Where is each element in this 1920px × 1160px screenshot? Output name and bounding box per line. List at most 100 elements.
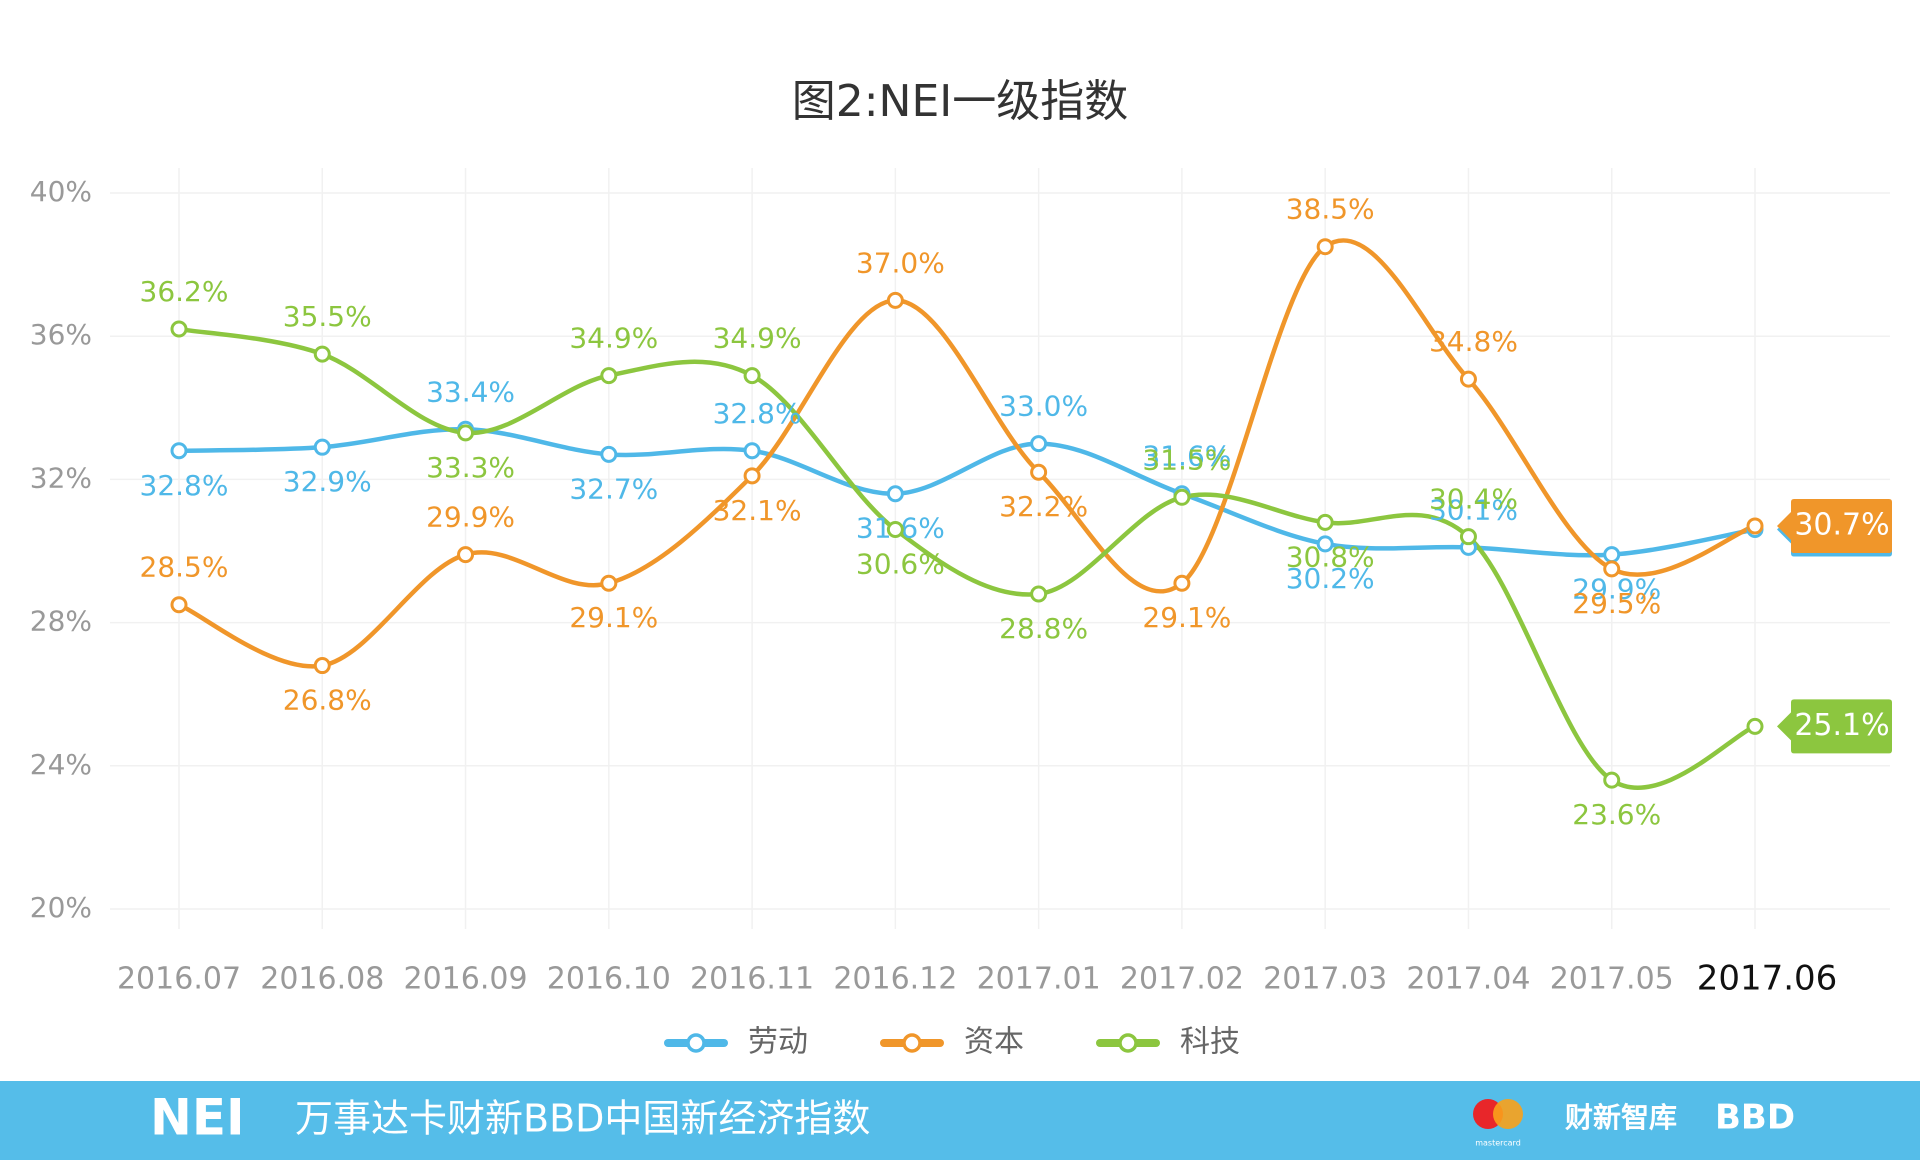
point-marker [1173,488,1191,506]
data-label: 31.5% [1142,443,1231,476]
data-label: 30.6% [856,548,945,581]
series-line [176,238,1758,669]
point-marker [743,467,761,485]
x-tick-label: 2016.09 [404,962,528,997]
x-tick-label: 2016.10 [547,962,671,997]
data-label: 29.5% [1572,587,1661,620]
x-tick-label: 2017.01 [977,962,1101,997]
point-marker [457,424,475,442]
x-tick-label: 2016.07 [117,962,241,997]
data-label: 30.4% [1429,483,1518,516]
data-label: 36.2% [140,275,229,308]
point-marker [1316,535,1334,553]
data-label: 34.9% [713,322,802,355]
point-marker [743,442,761,460]
point-marker [1030,585,1048,603]
point-marker [1173,574,1191,592]
data-label: 38.5% [1286,193,1375,226]
point-marker [600,367,618,385]
x-tick-label: 2016.08 [260,962,384,997]
y-tick-label: 28% [30,605,92,638]
data-label: 23.6% [1572,798,1661,831]
x-tick-label: 2017.02 [1120,962,1244,997]
point-marker [1603,560,1621,578]
x-tick-label: 2017.06 [1697,959,1838,999]
footer-brand: mastercard [1475,1139,1521,1148]
point-marker [313,438,331,456]
series-line [176,326,1758,790]
data-label: 28.8% [999,612,1088,645]
point-marker [1459,370,1477,388]
point-marker [170,442,188,460]
x-tick-label: 2016.12 [833,962,957,997]
y-tick-label: 24% [30,748,92,781]
point-marker [1746,717,1764,735]
point-marker [1030,435,1048,453]
legend-label: 科技 [1180,1025,1240,1060]
legend-marker [686,1033,706,1053]
data-label: 32.7% [569,472,658,505]
point-marker [1746,517,1764,535]
data-label: 31.6% [1142,440,1231,473]
footer-title: 万事达卡财新BBD中国新经济指数 [295,1097,870,1141]
data-label: 32.8% [140,469,229,502]
footer-brand: BBD [1715,1098,1795,1138]
point-marker [886,521,904,539]
data-label: 33.3% [426,451,515,484]
data-label: 34.8% [1429,325,1518,358]
y-tick-label: 36% [30,318,92,351]
footer-brand: 财新智库 [1565,1101,1677,1134]
data-label: 32.2% [999,490,1088,523]
data-label: 32.9% [283,465,372,498]
data-label: 33.0% [999,390,1088,423]
legend-label: 资本 [964,1025,1024,1060]
point-marker [170,596,188,614]
x-tick-label: 2016.11 [690,962,814,997]
data-label: 30.8% [1286,540,1375,573]
data-label: 28.5% [140,551,229,584]
end-badge [1777,699,1892,754]
mastercard-circle [1493,1099,1523,1129]
point-marker [457,546,475,564]
data-label: 37.0% [856,246,945,279]
point-marker [886,485,904,503]
point-marker [743,367,761,385]
point-marker [886,291,904,309]
data-label: 30.2% [1286,562,1375,595]
point-marker [313,345,331,363]
point-marker [600,445,618,463]
point-marker [170,320,188,338]
point-marker [1030,463,1048,481]
point-marker [1316,238,1334,256]
data-label: 29.1% [1142,601,1231,634]
data-label: 33.4% [426,375,515,408]
legend-marker [1118,1033,1138,1053]
end-label: 30.7% [1794,507,1889,542]
data-label: 29.9% [1572,573,1661,606]
data-label: 29.9% [426,501,515,534]
data-label: 26.8% [283,684,372,717]
point-marker [1316,513,1334,531]
y-tick-label: 32% [30,461,92,494]
data-label: 34.9% [569,322,658,355]
legend-label: 劳动 [748,1025,808,1060]
footer-logo: NEI [150,1089,245,1147]
x-tick-label: 2017.04 [1406,962,1530,997]
legend-marker [902,1033,922,1053]
point-marker [313,657,331,675]
end-badge [1777,498,1892,553]
chart-title: 图2:NEI一级指数 [792,76,1129,127]
data-label: 29.1% [569,601,658,634]
x-tick-label: 2017.05 [1550,962,1674,997]
data-label: 32.1% [713,494,802,527]
y-tick-label: 40% [30,175,92,208]
y-tick-label: 20% [30,891,92,924]
data-label: 30.1% [1429,493,1518,526]
x-tick-label: 2017.03 [1263,962,1387,997]
footer-band [0,1081,1920,1160]
point-marker [1603,771,1621,789]
point-marker [1603,546,1621,564]
data-label: 32.8% [713,397,802,430]
